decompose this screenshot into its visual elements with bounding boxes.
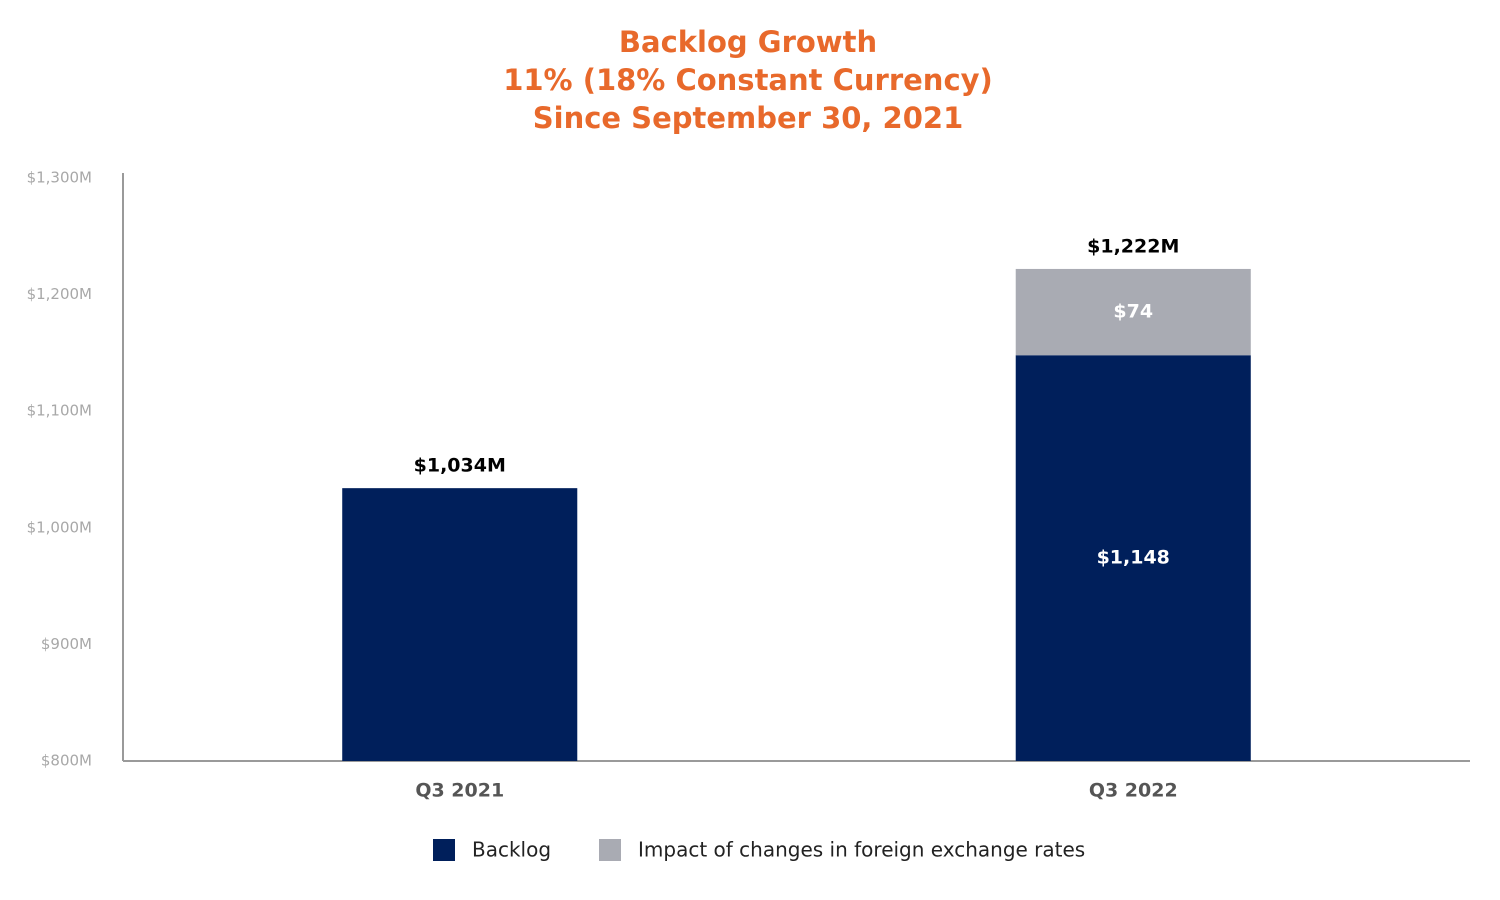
- y-tick-label: $1,300M: [27, 169, 92, 187]
- x-tick-label: Q3 2022: [1089, 780, 1178, 802]
- total-label: $1,222M: [1087, 235, 1179, 257]
- chart-title: 11% (18% Constant Currency): [503, 63, 993, 97]
- legend-swatch: [599, 839, 621, 861]
- legend-label: Impact of changes in foreign exchange ra…: [638, 838, 1085, 862]
- y-tick-label: $1,200M: [27, 285, 92, 303]
- bar-segment: [1015, 355, 1251, 761]
- bar-segment: [342, 488, 578, 761]
- bar-segment: [1015, 268, 1251, 356]
- y-tick-label: $1,100M: [27, 402, 92, 420]
- chart-title: Backlog Growth: [619, 25, 877, 59]
- legend-swatch: [433, 839, 455, 861]
- x-tick-label: Q3 2021: [415, 780, 504, 802]
- y-tick-label: $900M: [41, 635, 92, 653]
- chart-title: Since September 30, 2021: [533, 101, 964, 135]
- total-label: $1,034M: [414, 455, 506, 477]
- y-tick-label: $800M: [41, 752, 92, 770]
- bar-value-label: $1,148: [1097, 547, 1170, 569]
- y-tick-label: $1,000M: [27, 518, 92, 536]
- legend-label: Backlog: [472, 838, 551, 862]
- bar-value-label: $74: [1113, 301, 1153, 323]
